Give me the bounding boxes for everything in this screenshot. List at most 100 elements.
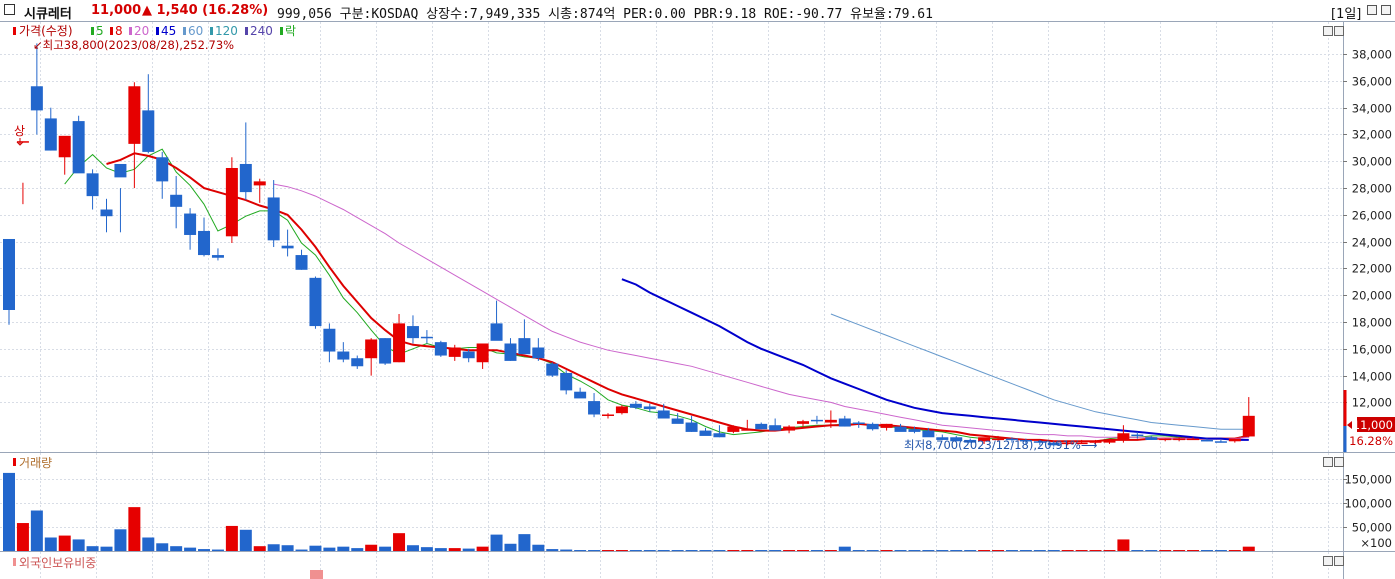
stock-chart[interactable]: 12,000 14,000 16,000 18,000 20,000 22,000 24,0… [0, 22, 1395, 579]
volume-bar [1075, 550, 1088, 552]
volume-bar [824, 550, 837, 552]
legend-marker [210, 27, 213, 35]
volume-bar [964, 550, 977, 552]
volume-bar [1131, 550, 1144, 552]
candle [420, 336, 433, 339]
volume-bar [727, 550, 740, 552]
header-checkbox[interactable] [4, 4, 15, 15]
volume-bar [546, 549, 559, 551]
candle [1228, 438, 1241, 442]
price-change: ▲ 1,540 (16.28%) [142, 3, 269, 18]
candle [406, 326, 419, 339]
y-tick-label: 16,000 [1352, 343, 1392, 357]
panel-close-icon[interactable] [1334, 26, 1344, 36]
y-tick-label: 30,000 [1352, 155, 1392, 169]
legend-marker [245, 27, 248, 35]
candle [797, 421, 810, 424]
panel-minimize-icon[interactable] [1323, 26, 1333, 36]
candle [142, 110, 155, 152]
candle [211, 255, 224, 258]
foreign-panel [0, 552, 1395, 579]
volume-bar [1187, 550, 1200, 552]
ma-line-60 [830, 313, 1249, 430]
candle [323, 328, 336, 352]
candle [546, 363, 559, 376]
volume-bar [699, 550, 712, 552]
candle [992, 438, 1005, 441]
candle [170, 194, 183, 207]
candle [281, 245, 294, 249]
volume-bar [908, 550, 921, 552]
maximize-icon[interactable] [1367, 5, 1377, 15]
legend-marker [13, 27, 16, 35]
ma-line-8 [106, 152, 1249, 443]
y-tick-label: 22,000 [1352, 262, 1392, 276]
volume-bar [337, 546, 350, 551]
y-tick-label: 12,000 [1352, 396, 1392, 410]
candle [198, 230, 211, 256]
legend-ma-6: 240 [250, 24, 273, 38]
legend-ma-1: 8 [115, 24, 123, 38]
candle [532, 347, 545, 359]
volume-bar [1214, 550, 1227, 552]
volume-bar [72, 539, 85, 551]
panel-minimize-icon[interactable] [1323, 457, 1333, 467]
volume-bar [950, 550, 963, 552]
volume-bar [601, 550, 614, 552]
candle [1131, 434, 1144, 437]
candle [393, 323, 406, 363]
legend-marker [110, 27, 113, 35]
volume-bar [1047, 550, 1060, 552]
y-tick-label: 14,000 [1352, 370, 1392, 384]
volume-bar [184, 547, 197, 551]
candle [588, 401, 601, 415]
volume-bar [504, 543, 517, 551]
y-tick-label: 36,000 [1352, 75, 1392, 89]
volume-bar [615, 550, 628, 552]
y-tick-label: 18,000 [1352, 316, 1392, 330]
y-tick-label: 34,000 [1352, 102, 1392, 116]
volume-bar [406, 545, 419, 551]
candle [1005, 438, 1018, 441]
volume-bar [490, 534, 503, 551]
volume-bar [532, 544, 545, 551]
volume-bar [1019, 550, 1032, 552]
candle [838, 418, 851, 427]
legend-ma-3: 45 [161, 24, 176, 38]
candle [504, 343, 517, 361]
y-tick-label: 24,000 [1352, 236, 1392, 250]
volume-bar [16, 523, 29, 551]
volume-bar [741, 550, 754, 552]
chart-header: 시큐레터 11,000 ▲ 1,540 (16.28%) 999,056 구분:… [0, 0, 1395, 22]
legend-marker [91, 27, 94, 35]
panel-close-icon[interactable] [1334, 457, 1344, 467]
volume-bar [1159, 550, 1172, 552]
volume-bar [978, 550, 991, 552]
volume-legend: 거래량 [19, 456, 52, 470]
volume-bar [128, 507, 141, 551]
volume-bar [1061, 550, 1074, 552]
volume-bar [1228, 550, 1241, 552]
panel-close-icon[interactable] [1334, 556, 1344, 566]
y-tick-label: 20,000 [1352, 289, 1392, 303]
volume-bar [657, 550, 670, 552]
candle [727, 426, 740, 432]
period-selector[interactable]: [1일] [1331, 7, 1362, 22]
panel-minimize-icon[interactable] [1323, 556, 1333, 566]
foreign-legend: 외국인보유비중 [19, 556, 96, 570]
candle [225, 167, 238, 237]
close-icon[interactable] [1381, 5, 1391, 15]
volume-bar [769, 550, 782, 552]
legend-price: 가격(수정) [19, 24, 73, 38]
volume-bar [936, 550, 949, 552]
candle [518, 338, 531, 355]
price-panel [0, 22, 1395, 452]
volume-bar [1200, 550, 1213, 552]
volume-bar [852, 550, 865, 552]
volume-bar [295, 549, 308, 551]
candle [1187, 438, 1200, 441]
legend-ma-0: 5 [96, 24, 104, 38]
volume-bar [462, 548, 475, 551]
candle [114, 163, 127, 178]
volume-bar [476, 546, 489, 551]
